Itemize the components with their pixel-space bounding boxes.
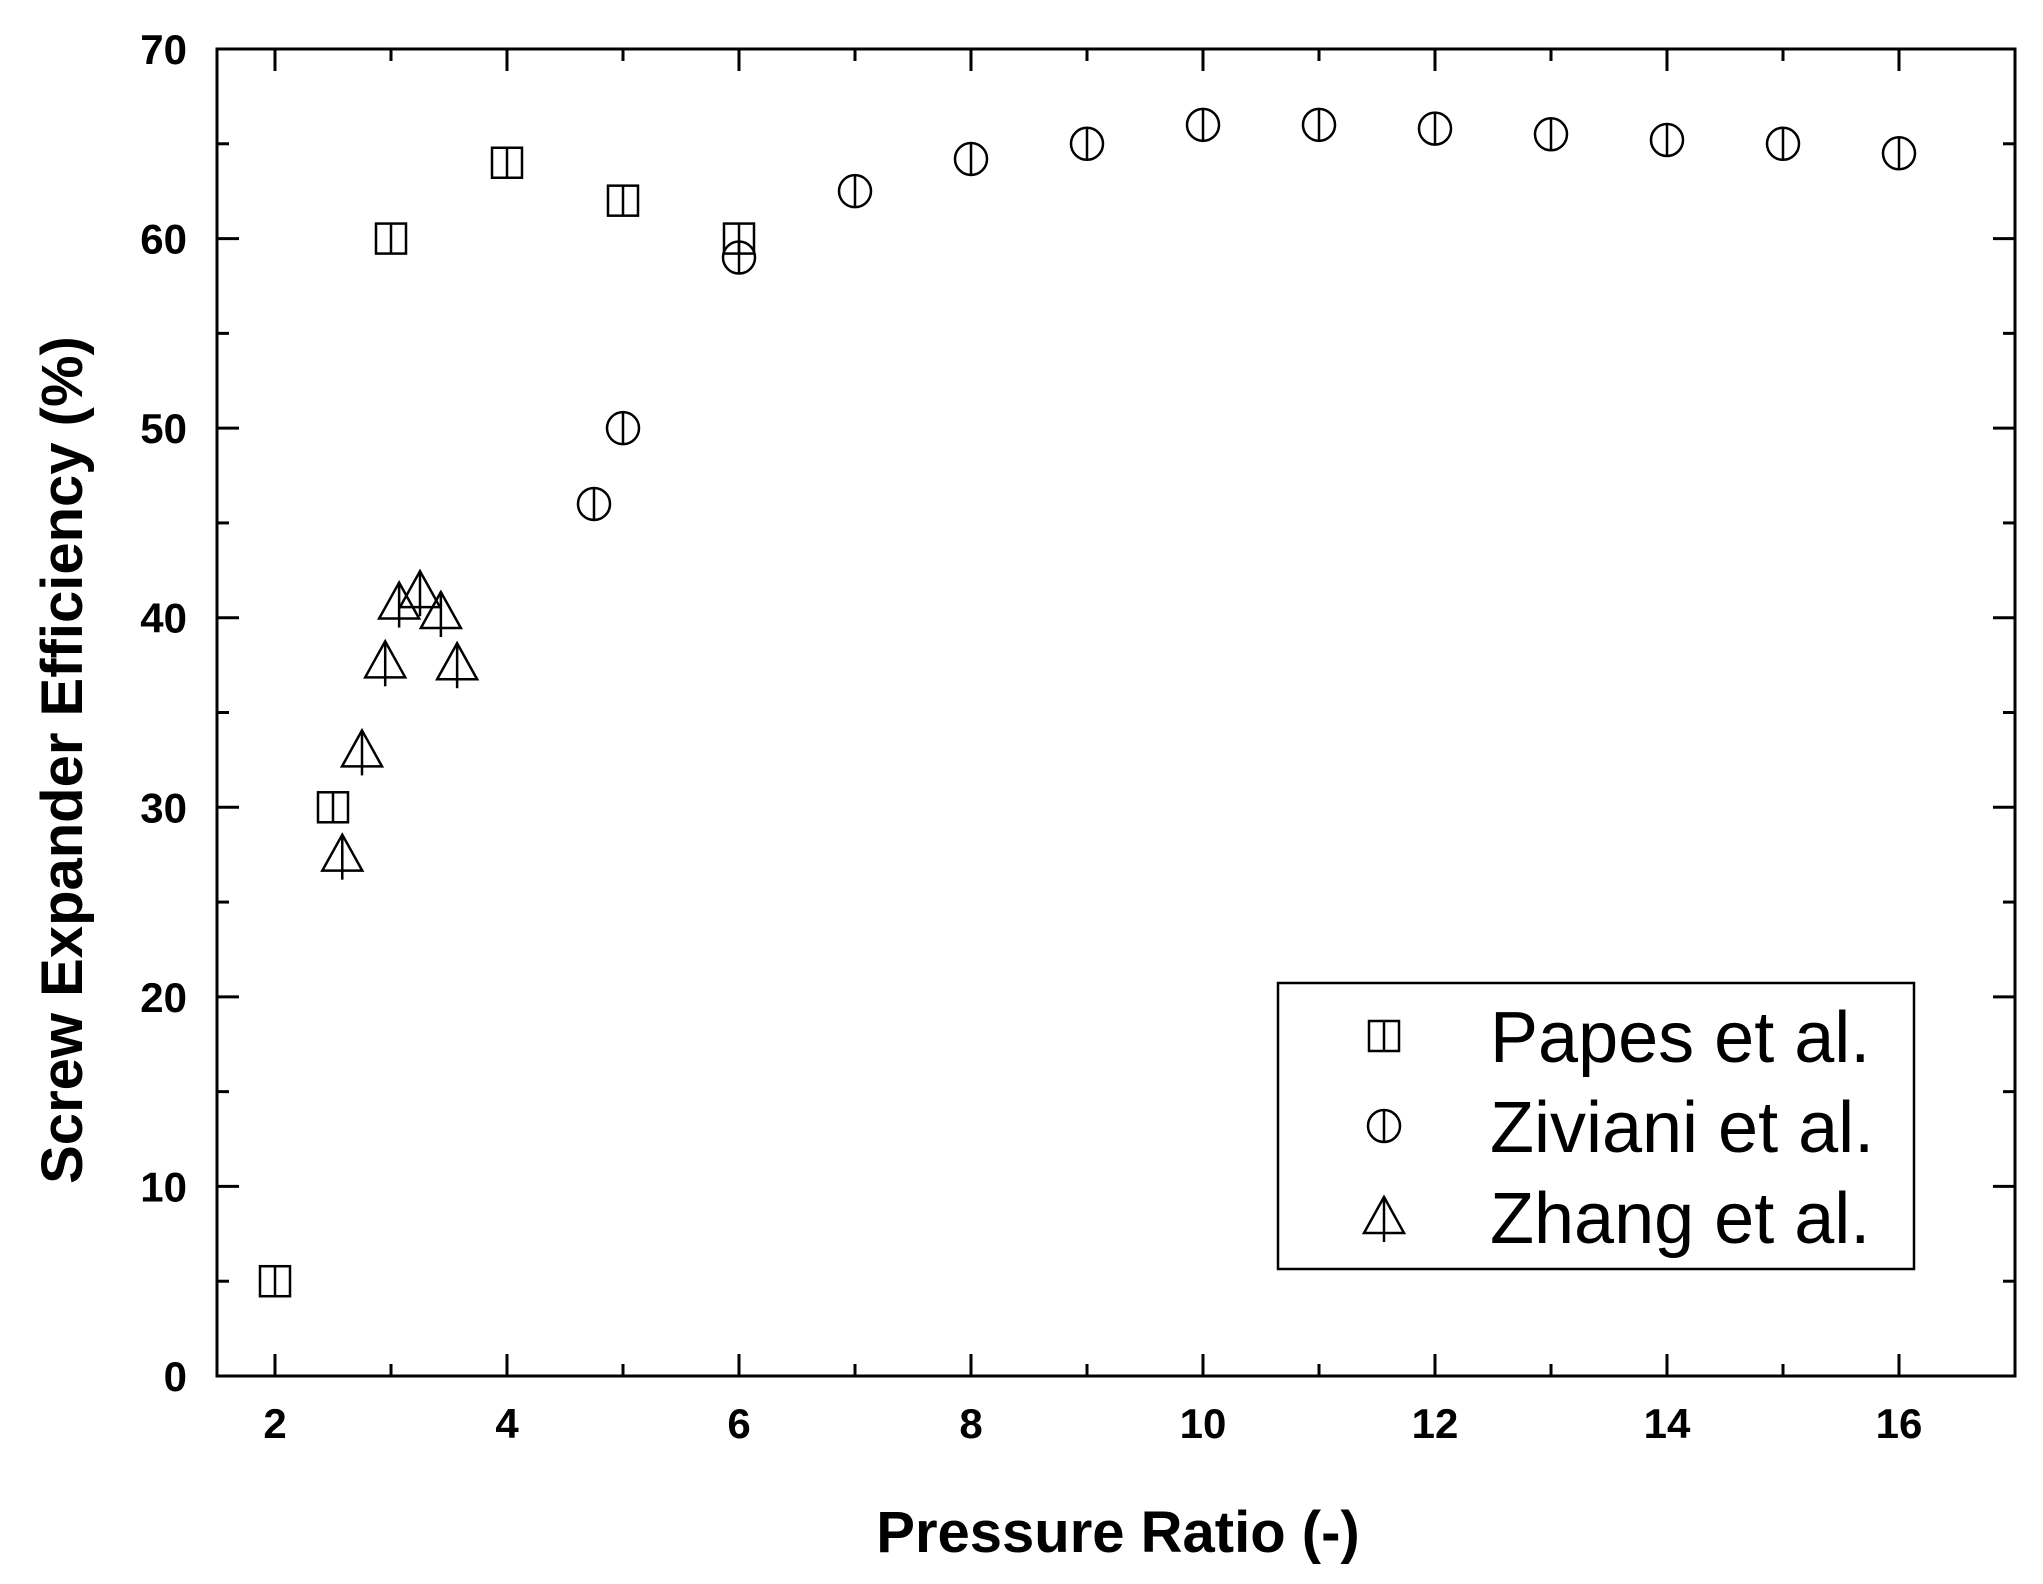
data-point-triangle	[376, 579, 422, 628]
data-point-circle	[1069, 126, 1105, 162]
x-tick-label: 4	[495, 1400, 519, 1447]
data-point-triangle	[434, 640, 480, 689]
data-point-circle	[1881, 136, 1917, 171]
y-tick-label: 40	[140, 595, 187, 642]
legend: Papes et al. Ziviani et al. Zhang et al.	[1276, 981, 1916, 1271]
legend-label: Papes et al.	[1490, 998, 1870, 1078]
data-point-square	[374, 222, 408, 255]
data-point-circle	[1533, 117, 1569, 152]
y-tick-label: 10	[140, 1163, 187, 1210]
y-tick-label: 50	[140, 405, 187, 452]
x-tick-label: 2	[263, 1400, 286, 1447]
data-point-circle	[1417, 111, 1453, 146]
data-point-square	[258, 1264, 292, 1298]
y-tick-label: 0	[164, 1353, 187, 1400]
y-tick-label: 20	[140, 974, 187, 1021]
x-tick-label: 16	[1876, 1400, 1923, 1447]
data-markers	[258, 107, 1917, 1298]
y-tick-label: 60	[140, 216, 187, 263]
data-point-circle	[1301, 107, 1337, 143]
data-point-triangle	[363, 638, 408, 687]
data-point-triangle	[397, 568, 443, 617]
legend-marker-triangle	[1361, 1194, 1407, 1242]
x-tick-label: 14	[1644, 1400, 1691, 1447]
data-point-circle	[1185, 107, 1221, 143]
data-point-circle	[953, 141, 989, 177]
data-point-triangle	[339, 727, 385, 776]
data-point-square	[490, 146, 524, 179]
data-point-circle	[605, 410, 641, 446]
tick-labels: 2 4 6 8 10 12 14 16 0 10 20 30 40 50 60 70	[140, 26, 1922, 1447]
data-point-circle	[576, 486, 612, 522]
x-tick-label: 10	[1180, 1400, 1227, 1447]
data-point-circle	[721, 240, 757, 275]
legend-marker-square	[1367, 1019, 1401, 1053]
data-point-triangle	[418, 589, 464, 638]
data-point-square	[606, 184, 640, 217]
data-point-circle	[1649, 122, 1685, 158]
data-point-triangle	[320, 832, 365, 880]
y-tick-label: 70	[140, 26, 187, 73]
x-axis-title: Pressure Ratio (-)	[876, 1500, 1359, 1565]
legend-marker-circle	[1366, 1108, 1402, 1144]
legend-label: Ziviani et al.	[1490, 1088, 1874, 1168]
y-axis-title: Screw Expander Efficiency (%)	[30, 336, 95, 1184]
axis-ticks	[217, 47, 2015, 1378]
y-tick-label: 30	[140, 784, 187, 831]
data-point-circle	[837, 173, 873, 209]
x-tick-label: 8	[959, 1400, 982, 1447]
data-point-square	[316, 791, 350, 824]
legend-label: Zhang et al.	[1490, 1179, 1870, 1259]
data-point-circle	[1765, 126, 1801, 162]
x-tick-label: 6	[727, 1400, 750, 1447]
x-tick-label: 12	[1412, 1400, 1459, 1447]
